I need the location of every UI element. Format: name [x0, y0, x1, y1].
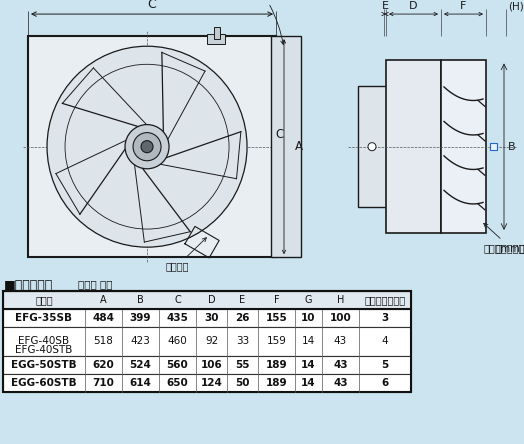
Text: E: E	[381, 1, 388, 11]
Bar	[3, 327, 411, 356]
Text: D: D	[208, 295, 215, 305]
Bar	[358, 86, 388, 207]
Bar	[271, 36, 301, 257]
Text: 形　名: 形 名	[35, 295, 53, 305]
Bar	[3, 356, 411, 373]
Text: 速結端子: 速結端子	[165, 238, 206, 271]
Bar	[490, 143, 497, 150]
Bar	[386, 60, 441, 233]
Text: 5: 5	[381, 360, 389, 369]
Text: 484: 484	[93, 313, 115, 323]
Bar	[28, 36, 276, 257]
Text: 92: 92	[205, 337, 218, 346]
Text: 30: 30	[204, 313, 219, 323]
Text: 614: 614	[129, 378, 151, 388]
Text: 6: 6	[381, 378, 389, 388]
Text: （単位mm）: （単位mm）	[484, 243, 524, 253]
Text: 650: 650	[167, 378, 188, 388]
Text: G: G	[305, 295, 312, 305]
Text: B: B	[508, 142, 516, 152]
Text: 399: 399	[130, 313, 151, 323]
Text: 524: 524	[129, 360, 151, 369]
Text: ■変化寸法表: ■変化寸法表	[4, 279, 53, 292]
Text: 33: 33	[236, 337, 249, 346]
Text: 4: 4	[381, 337, 388, 346]
Text: C: C	[275, 128, 283, 141]
Text: 155: 155	[266, 313, 287, 323]
Text: F: F	[460, 1, 467, 11]
Text: 100: 100	[330, 313, 352, 323]
Text: 14: 14	[302, 337, 315, 346]
Text: 14: 14	[301, 360, 316, 369]
Text: 435: 435	[167, 313, 189, 323]
Circle shape	[368, 143, 376, 151]
Text: 106: 106	[201, 360, 222, 369]
Bar	[281, 144, 288, 151]
Text: （単位 ㎜）: （単位 ㎜）	[78, 279, 113, 289]
Text: C: C	[148, 0, 156, 11]
Text: 423: 423	[130, 337, 150, 346]
Bar	[3, 291, 411, 309]
Text: 518: 518	[94, 337, 113, 346]
Text: F: F	[274, 295, 279, 305]
Circle shape	[47, 46, 247, 247]
Text: A: A	[100, 295, 107, 305]
Text: 189: 189	[266, 360, 287, 369]
Text: シャッター: シャッター	[484, 223, 524, 253]
Text: 124: 124	[201, 378, 222, 388]
Text: 560: 560	[167, 360, 188, 369]
Text: 43: 43	[333, 378, 348, 388]
Text: シャッター枚数: シャッター枚数	[364, 295, 406, 305]
Text: 43: 43	[334, 337, 347, 346]
Text: EFG-40STB: EFG-40STB	[15, 345, 73, 356]
Text: C: C	[174, 295, 181, 305]
Text: 159: 159	[267, 337, 287, 346]
Text: 3: 3	[381, 313, 389, 323]
Text: E: E	[239, 295, 246, 305]
Text: A: A	[295, 140, 303, 153]
Text: 460: 460	[168, 337, 188, 346]
Text: 10: 10	[301, 313, 316, 323]
Text: EGG-60STB: EGG-60STB	[11, 378, 77, 388]
Text: 189: 189	[266, 378, 287, 388]
Circle shape	[141, 141, 153, 153]
Bar	[3, 373, 411, 392]
Text: 4×φG取付穴: 4×φG取付穴	[241, 0, 287, 44]
Bar	[3, 309, 411, 327]
Circle shape	[133, 133, 161, 161]
Text: 43: 43	[333, 360, 348, 369]
Text: B: B	[137, 295, 144, 305]
Bar	[214, 27, 220, 39]
Bar	[206, 34, 225, 44]
Text: 620: 620	[93, 360, 114, 369]
Text: 710: 710	[93, 378, 114, 388]
Bar	[441, 60, 486, 233]
Text: EFG-35SB: EFG-35SB	[16, 313, 72, 323]
Text: 14: 14	[301, 378, 316, 388]
Text: 50: 50	[235, 378, 250, 388]
Text: D: D	[409, 1, 418, 11]
Circle shape	[125, 125, 169, 169]
Text: 26: 26	[235, 313, 250, 323]
Text: EFG-40SB: EFG-40SB	[18, 337, 70, 346]
Text: H: H	[337, 295, 344, 305]
Text: 55: 55	[235, 360, 250, 369]
Text: (H): (H)	[508, 1, 524, 11]
Text: EGG-50STB: EGG-50STB	[11, 360, 77, 369]
Bar	[3, 291, 411, 392]
